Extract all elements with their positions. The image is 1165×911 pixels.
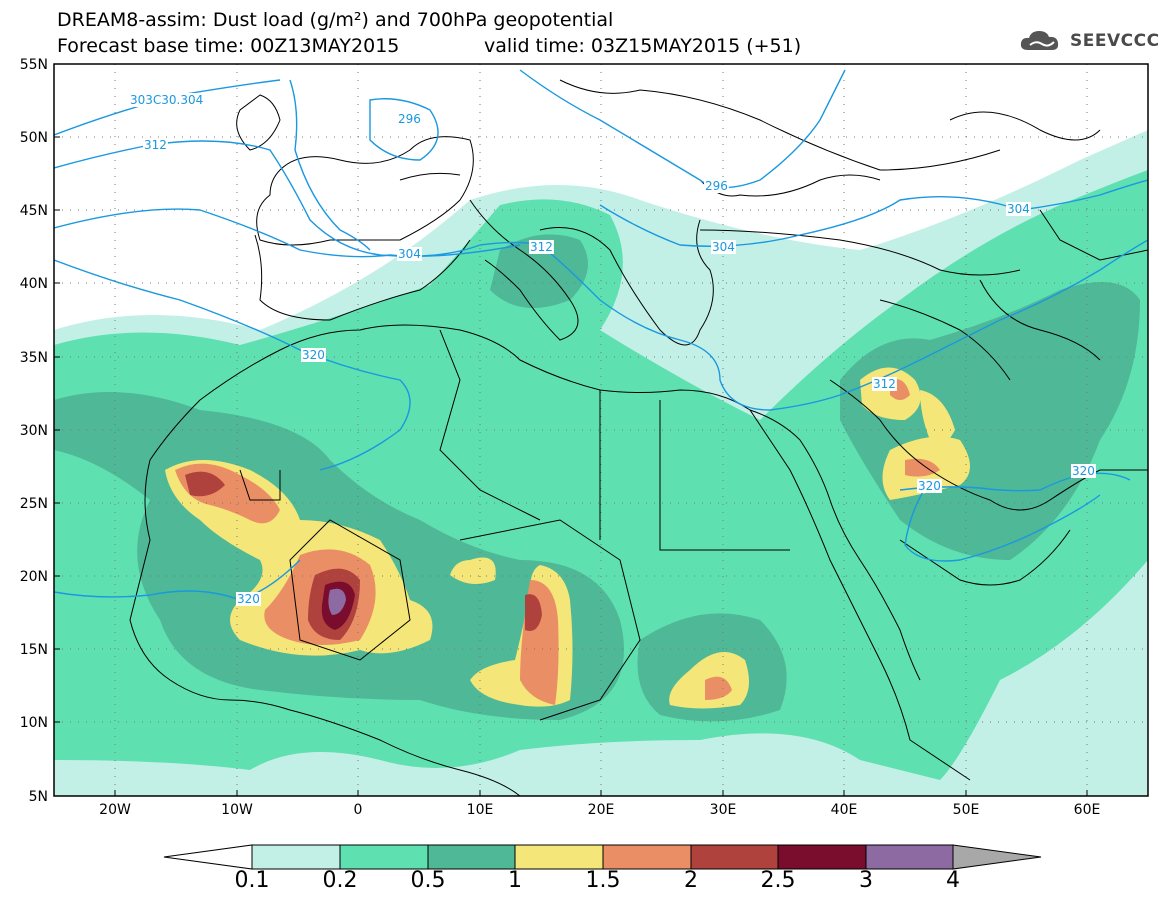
- colorbar-segment: [777, 844, 867, 870]
- contour-label-group: 303C30.304 312 296 296 304 304 312 304 3…: [129, 93, 1096, 606]
- contour-label: 320: [918, 479, 941, 493]
- contour-label-halo: [397, 247, 422, 261]
- forecast-base-time: Forecast base time: 00Z13MAY2015: [57, 35, 400, 57]
- dust-band-1.5-sudan: [705, 676, 732, 700]
- contour-label: 304: [712, 240, 735, 254]
- contour-label: 296: [705, 179, 728, 193]
- lat-label: 30N: [20, 423, 48, 439]
- lon-label: 60E: [1074, 802, 1101, 818]
- latitude-labels: 55N 50N 45N 40N 35N 30N 25N 20N 15N 10N …: [20, 57, 48, 805]
- contour-label-halo: [704, 179, 729, 193]
- colorbar-segment: [427, 844, 516, 870]
- colorbar-segment: [865, 844, 954, 870]
- contour-label: 296: [398, 112, 421, 126]
- lat-label: 20N: [20, 569, 48, 585]
- lat-label: 5N: [29, 789, 48, 805]
- lat-label: 10N: [20, 715, 48, 731]
- contour-label-halo: [1006, 202, 1031, 216]
- contour-label: 320: [302, 348, 325, 362]
- contour-label: 304: [1007, 202, 1030, 216]
- contour-label-halo: [529, 240, 554, 254]
- contour-label-halo: [129, 93, 205, 107]
- contour-label-halo: [1071, 464, 1096, 478]
- colorbar: [163, 844, 1042, 870]
- colorbar-segment: [251, 844, 341, 870]
- longitude-labels: 20W 10W 0 10E 20E 30E 40E 50E 60E: [99, 802, 1100, 818]
- lat-label: 45N: [20, 203, 48, 219]
- cloud-icon: [1020, 31, 1059, 50]
- contour-label: 320: [1072, 464, 1095, 478]
- lon-label: 20W: [99, 802, 131, 818]
- colorbar-segment: [339, 844, 429, 870]
- lat-label: 15N: [20, 642, 48, 658]
- colorbar-label: 1: [508, 868, 522, 893]
- colorbar-label: 0.1: [234, 868, 270, 893]
- contour-304-loop: [289, 79, 371, 251]
- contour-label-halo: [711, 240, 736, 254]
- colorbar-label: 1.5: [585, 868, 621, 893]
- lon-label: 20E: [588, 802, 615, 818]
- contour-label: 303C30.304: [130, 93, 203, 107]
- contour-label-halo: [872, 377, 897, 391]
- colorbar-label: 3: [859, 868, 873, 893]
- lat-label: 50N: [20, 130, 48, 146]
- colorbar-low-arrow: [163, 844, 253, 870]
- dust-band-1.5-gulf: [905, 458, 940, 477]
- seevccc-logo: SEEVCCC: [1018, 26, 1160, 56]
- lat-label: 40N: [20, 276, 48, 292]
- lon-label: 0: [354, 802, 363, 818]
- lon-label: 50E: [953, 802, 980, 818]
- colorbar-high-arrow: [952, 844, 1042, 870]
- dust-band-3-mali: [328, 588, 346, 615]
- valid-time: valid time: 03Z15MAY2015 (+51): [484, 35, 802, 57]
- lon-label: 10W: [221, 802, 253, 818]
- lon-label: 30E: [710, 802, 737, 818]
- contour-320-west: [54, 559, 301, 601]
- dust-band-1-chad: [450, 557, 496, 584]
- dust-band-0.5-italy: [490, 234, 588, 308]
- contour-296: [369, 98, 439, 161]
- lat-label: 35N: [20, 350, 48, 366]
- colorbar-segment: [514, 844, 604, 870]
- contour-label: 304: [398, 247, 421, 261]
- lon-label: 10E: [467, 802, 494, 818]
- contour-label: 312: [873, 377, 896, 391]
- contour-label-halo: [301, 348, 326, 362]
- contour-label-halo: [917, 479, 942, 493]
- lat-label: 55N: [20, 57, 48, 73]
- contour-label-halo: [143, 138, 168, 152]
- colorbar-label: 2.5: [760, 868, 796, 893]
- colorbar-label: 4: [946, 868, 960, 893]
- contour-320-loop: [904, 479, 1101, 562]
- contour-label: 320: [237, 592, 260, 606]
- dust-band-1-iran: [920, 390, 955, 444]
- contour-label: 312: [144, 138, 167, 152]
- colorbar-segment: [602, 844, 692, 870]
- contour-label: 312: [530, 240, 553, 254]
- contour-312-italy: [479, 239, 1148, 411]
- contour-label-halo: [236, 592, 261, 606]
- contour-304-east: [599, 179, 1148, 247]
- lon-label: 40E: [831, 802, 858, 818]
- dust-band-2-morocco: [185, 471, 225, 497]
- colorbar-label: 0.2: [322, 868, 358, 893]
- lat-label: 25N: [20, 496, 48, 512]
- colorbar-label: 0.5: [410, 868, 446, 893]
- axis-ticks: [54, 63, 1088, 796]
- colorbar-label: 2: [684, 868, 698, 893]
- map-title: DREAM8-assim: Dust load (g/m²) and 700hP…: [57, 9, 614, 31]
- logo-text: SEEVCCC: [1070, 31, 1160, 51]
- dust-band-2-chad: [525, 594, 542, 631]
- contour-304-mid: [54, 208, 521, 258]
- colorbar-segment: [690, 844, 779, 870]
- contour-label-halo: [397, 112, 422, 126]
